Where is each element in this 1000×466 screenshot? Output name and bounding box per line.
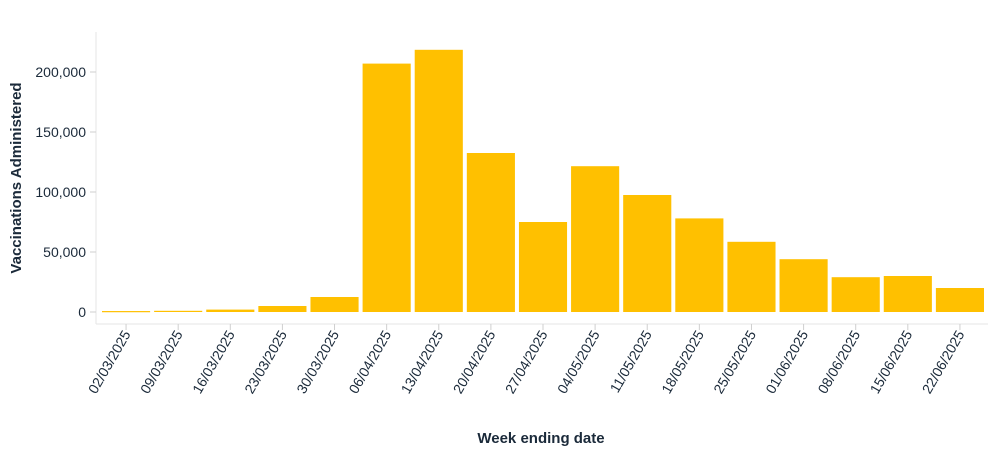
bar (206, 309, 255, 312)
x-tick-label: 15/06/2025 (867, 327, 916, 396)
bar (831, 277, 880, 312)
x-tick-label: 08/06/2025 (814, 327, 863, 396)
x-tick-label: 09/03/2025 (137, 327, 186, 396)
x-tick-label: 06/04/2025 (345, 327, 394, 396)
bar (414, 49, 463, 313)
bar (675, 218, 724, 312)
y-axis-title: Vaccinations Administered (8, 82, 25, 273)
x-tick-label: 04/05/2025 (554, 327, 603, 396)
bar (466, 153, 515, 312)
x-axis-title: Week ending date (477, 430, 604, 447)
bar (571, 166, 620, 312)
y-tick-label: 200,000 (35, 64, 86, 80)
bar (883, 276, 932, 312)
y-tick-label: 50,000 (43, 244, 86, 260)
bar (518, 222, 568, 312)
bar (935, 288, 984, 312)
x-tick-label: 22/06/2025 (919, 327, 968, 396)
bar (154, 310, 203, 312)
bar (362, 63, 411, 312)
x-tick-label: 11/05/2025 (606, 327, 654, 395)
bar (310, 297, 359, 312)
y-tick-label: 150,000 (35, 124, 86, 140)
bars-layer (102, 49, 984, 313)
x-tick-label: 27/04/2025 (502, 327, 551, 396)
bar (623, 195, 672, 312)
x-tick-label: 16/03/2025 (189, 327, 238, 396)
x-tick-label: 18/05/2025 (658, 327, 707, 396)
bar (102, 311, 151, 313)
y-tick-label: 100,000 (35, 184, 86, 200)
bar (779, 259, 828, 312)
x-tick-label: 02/03/2025 (85, 327, 134, 396)
x-tick-label: 01/06/2025 (762, 327, 811, 396)
x-tick-label: 20/04/2025 (450, 327, 499, 396)
x-tick-label: 13/04/2025 (397, 327, 446, 396)
bar (258, 306, 307, 312)
x-tick-label: 30/03/2025 (293, 327, 342, 396)
x-tick-label: 23/03/2025 (241, 327, 290, 396)
axes-layer (95, 32, 988, 325)
y-tick-label: 0 (78, 304, 86, 320)
bar (727, 241, 776, 312)
x-tick-label: 25/05/2025 (710, 327, 759, 396)
